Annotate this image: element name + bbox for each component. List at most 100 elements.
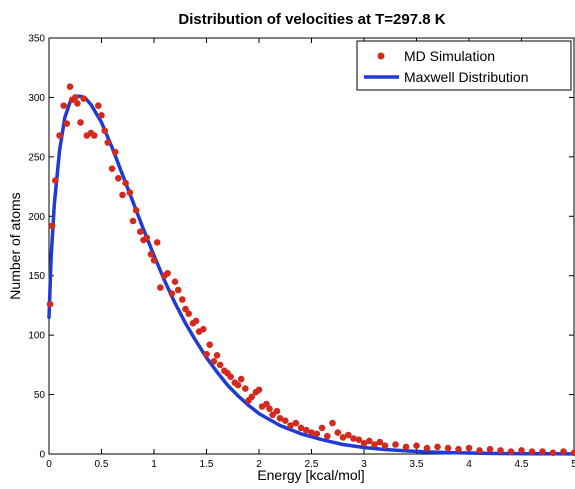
data-point-md-simulation [434, 443, 441, 451]
data-point-md-simulation [392, 441, 399, 448]
data-point-md-simulation [90, 132, 98, 139]
data-point-md-simulation [242, 385, 249, 392]
x-tick-label: 4.5 [515, 459, 529, 470]
data-point-md-simulation [237, 375, 245, 383]
data-point-md-simulation [287, 422, 294, 429]
data-point-md-simulation [234, 381, 242, 389]
data-point-md-simulation [282, 417, 289, 425]
data-point-md-simulation [185, 310, 192, 318]
data-point-md-simulation [376, 438, 384, 446]
data-point-md-simulation [48, 222, 56, 230]
data-point-md-simulation [455, 445, 462, 453]
x-axis-tick-labels: 0 0.5 1 1.5 2 2.5 3 3.5 4 4.5 5 [46, 459, 575, 470]
x-tick-label: 5 [571, 459, 575, 470]
data-point-md-simulation [157, 284, 164, 291]
legend-marker-md-simulation [377, 52, 385, 60]
data-point-md-simulation [266, 405, 273, 413]
plot-area [48, 37, 575, 455]
data-point-md-simulation [182, 305, 189, 313]
data-point-md-simulation [528, 448, 536, 455]
data-point-md-simulation [570, 449, 575, 457]
data-point-md-simulation [324, 432, 331, 440]
data-point-md-simulation [52, 177, 59, 184]
x-tick-label: 1.5 [200, 459, 214, 470]
data-point-md-simulation [213, 352, 221, 359]
y-tick-label: 200 [28, 212, 45, 223]
x-tick-label: 3 [361, 459, 367, 470]
data-point-md-simulation [276, 415, 284, 422]
data-point-md-simulation [423, 444, 431, 452]
data-point-md-simulation [248, 393, 255, 401]
data-point-md-simulation [174, 286, 182, 294]
x-tick-label: 4 [466, 459, 472, 470]
data-point-md-simulation [560, 448, 567, 455]
data-point-md-simulation [74, 100, 81, 107]
legend-label-md-simulation: MD Simulation [404, 48, 495, 64]
data-point-md-simulation [402, 443, 410, 451]
data-point-md-simulation [164, 270, 171, 277]
data-point-md-simulation [318, 424, 326, 432]
data-point-md-simulation [153, 239, 161, 246]
data-point-md-simulation [371, 441, 378, 448]
data-point-md-simulation [72, 94, 79, 101]
data-point-md-simulation [465, 444, 473, 452]
y-tick-label: 50 [34, 390, 46, 401]
data-point-md-simulation [366, 437, 373, 445]
data-point-md-simulation [313, 430, 321, 438]
x-tick-label: 3.5 [410, 459, 424, 470]
series-layer [46, 83, 575, 457]
data-point-md-simulation [210, 358, 218, 365]
data-point-md-simulation [497, 447, 504, 454]
legend-box [356, 40, 572, 91]
data-point-md-simulation [339, 434, 347, 441]
data-point-md-simulation [200, 325, 207, 333]
y-tick-label: 300 [28, 93, 45, 104]
data-point-md-simulation [381, 442, 389, 450]
data-point-md-simulation [168, 290, 176, 297]
y-tick-label: 0 [39, 450, 45, 461]
data-point-md-simulation [518, 447, 525, 454]
data-point-md-simulation [98, 112, 105, 119]
x-axis-label: Energy [kcal/mol] [257, 467, 364, 483]
x-tick-label: 2.5 [305, 459, 319, 470]
legend: MD Simulation Maxwell Distribution [356, 40, 572, 91]
data-point-md-simulation [507, 448, 515, 455]
data-point-md-simulation [413, 442, 420, 450]
x-tick-label: 1 [151, 459, 157, 470]
data-point-md-simulation [486, 445, 494, 453]
data-point-md-simulation [263, 400, 270, 408]
data-point-md-simulation [297, 424, 305, 432]
data-point-md-simulation [150, 257, 158, 264]
y-axis-label: Number of atoms [7, 192, 23, 299]
data-point-md-simulation [444, 444, 452, 452]
x-tick-label: 0 [46, 459, 52, 470]
y-tick-label: 350 [28, 34, 45, 45]
data-point-md-simulation [46, 300, 54, 308]
data-point-md-simulation [334, 429, 342, 436]
data-point-md-simulation [179, 296, 186, 303]
x-tick-label: 2 [256, 459, 262, 470]
data-point-md-simulation [360, 440, 368, 447]
data-point-md-simulation [122, 179, 129, 187]
data-point-md-simulation [539, 448, 546, 455]
data-point-md-simulation [206, 341, 213, 349]
data-point-md-simulation [355, 436, 363, 444]
y-tick-label: 150 [28, 271, 45, 282]
data-point-md-simulation [350, 435, 357, 442]
data-point-md-simulation [95, 102, 102, 109]
data-point-md-simulation [63, 120, 71, 127]
data-point-md-simulation [345, 431, 352, 439]
y-tick-label: 250 [28, 152, 45, 163]
data-point-md-simulation [329, 419, 336, 427]
data-point-md-simulation [108, 165, 116, 172]
data-point-md-simulation [101, 127, 108, 134]
data-point-md-simulation [203, 350, 210, 358]
data-point-md-simulation [292, 419, 300, 427]
data-point-md-simulation [303, 426, 310, 434]
data-point-md-simulation [308, 429, 315, 436]
data-point-md-simulation [137, 228, 144, 235]
data-point-md-simulation [77, 119, 84, 126]
data-point-md-simulation [171, 278, 179, 286]
data-point-md-simulation [273, 407, 281, 415]
